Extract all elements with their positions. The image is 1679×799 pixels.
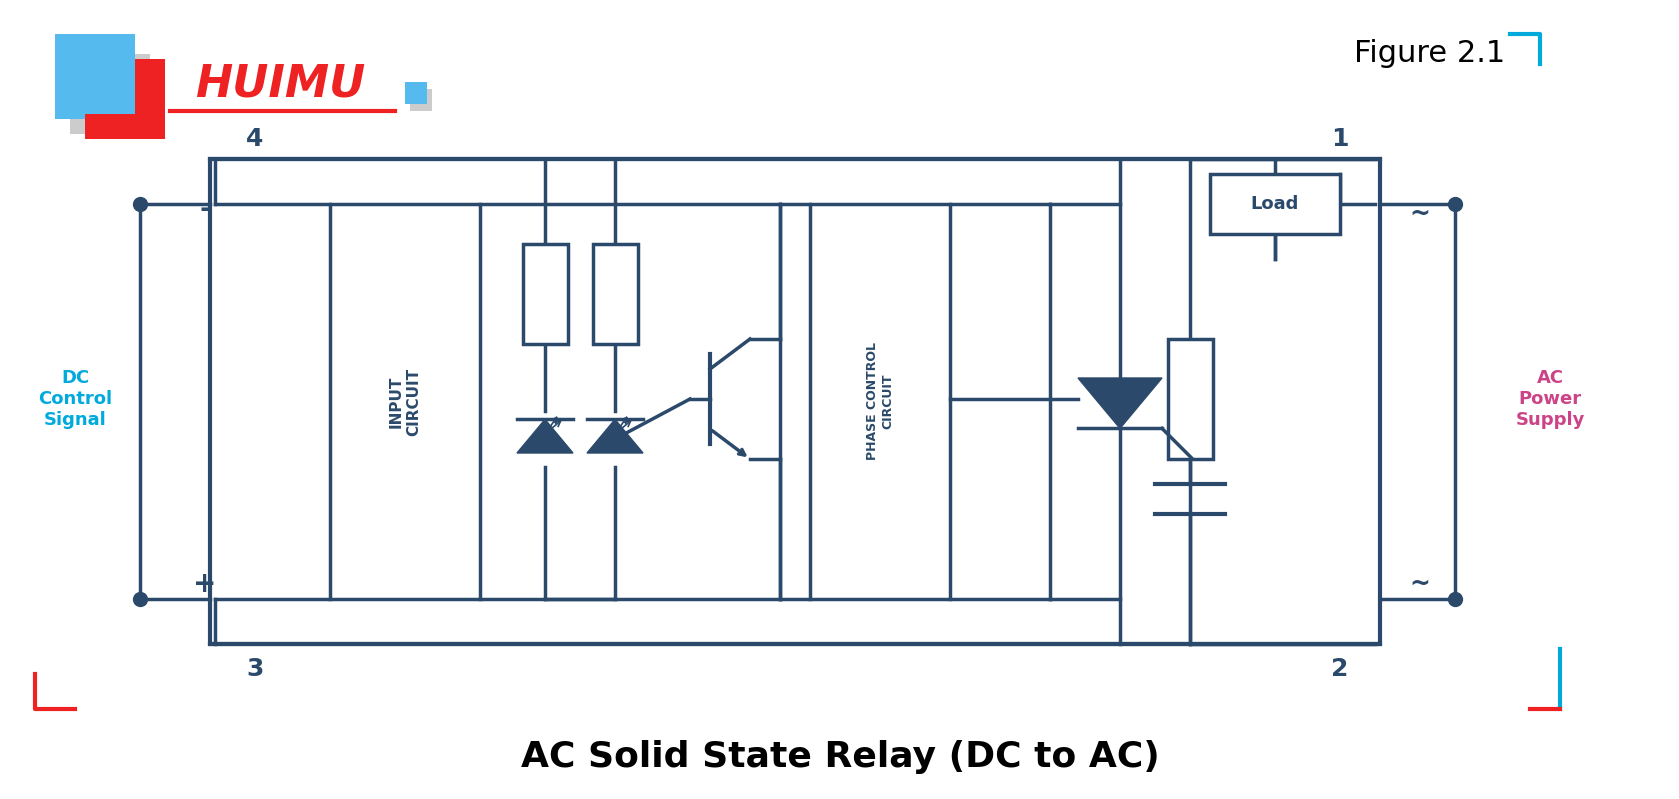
Text: +: + <box>193 570 217 598</box>
Bar <box>1167 339 1212 459</box>
Text: HUIMU: HUIMU <box>195 62 364 105</box>
Polygon shape <box>86 59 165 139</box>
Text: Figure 2.1: Figure 2.1 <box>1355 39 1506 69</box>
Text: ~: ~ <box>1410 202 1431 226</box>
Text: 2: 2 <box>1331 657 1348 681</box>
Bar <box>405 82 426 104</box>
Bar <box>210 159 1380 644</box>
Polygon shape <box>71 54 149 134</box>
Bar <box>410 89 432 111</box>
Bar <box>593 244 638 344</box>
Text: AC
Power
Supply: AC Power Supply <box>1516 369 1585 429</box>
Polygon shape <box>588 419 643 453</box>
Polygon shape <box>55 39 134 119</box>
Bar <box>1211 174 1340 234</box>
Bar <box>522 244 568 344</box>
Text: PHASE CONTROL
CIRCUIT: PHASE CONTROL CIRCUIT <box>866 343 893 460</box>
Text: AC Solid State Relay (DC to AC): AC Solid State Relay (DC to AC) <box>520 740 1160 774</box>
Text: ~: ~ <box>1410 572 1431 596</box>
Polygon shape <box>1078 378 1162 428</box>
Text: -: - <box>200 195 212 223</box>
Text: 1: 1 <box>1331 127 1348 151</box>
Text: Load: Load <box>1251 195 1300 213</box>
Text: DC
Control
Signal: DC Control Signal <box>39 369 112 429</box>
Polygon shape <box>517 419 573 453</box>
Text: INPUT
CIRCUIT: INPUT CIRCUIT <box>390 368 421 435</box>
Bar <box>331 204 480 599</box>
Text: 3: 3 <box>247 657 264 681</box>
Polygon shape <box>55 34 134 114</box>
Bar <box>809 204 950 599</box>
Text: 4: 4 <box>247 127 264 151</box>
